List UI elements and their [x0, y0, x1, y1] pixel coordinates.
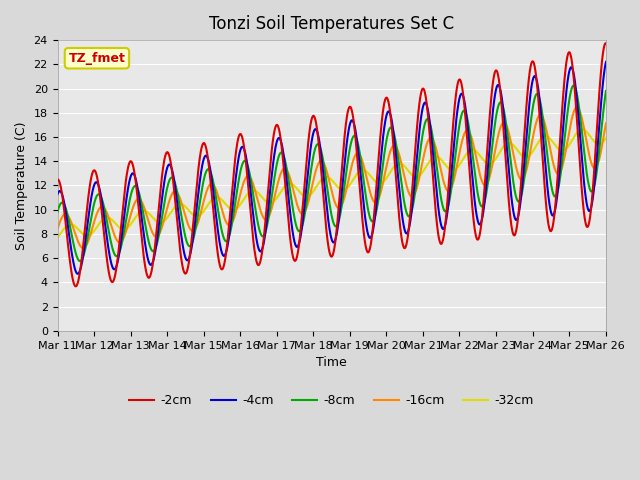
Text: TZ_fmet: TZ_fmet: [68, 52, 125, 65]
-32cm: [631, 135, 639, 141]
Line: -8cm: -8cm: [58, 77, 640, 261]
Legend: -2cm, -4cm, -8cm, -16cm, -32cm: -2cm, -4cm, -8cm, -16cm, -32cm: [124, 389, 539, 412]
-8cm: [324, 190, 332, 196]
-4cm: [574, 106, 582, 112]
-2cm: [324, 240, 332, 246]
Title: Tonzi Soil Temperatures Set C: Tonzi Soil Temperatures Set C: [209, 15, 454, 33]
-16cm: [488, 163, 496, 169]
-2cm: [638, 37, 640, 43]
-2cm: [145, 275, 153, 280]
-4cm: [335, 216, 343, 221]
-16cm: [574, 105, 582, 110]
-32cm: [488, 160, 495, 166]
-4cm: [488, 116, 496, 122]
-2cm: [488, 86, 496, 92]
-16cm: [54, 226, 61, 232]
-2cm: [574, 130, 582, 135]
-4cm: [145, 260, 153, 266]
-8cm: [54, 209, 61, 215]
-2cm: [72, 283, 79, 289]
-32cm: [614, 120, 622, 125]
-16cm: [324, 173, 332, 179]
-4cm: [638, 52, 640, 58]
-16cm: [335, 205, 343, 211]
-16cm: [632, 152, 639, 158]
-8cm: [606, 74, 614, 80]
Line: -16cm: -16cm: [58, 100, 640, 248]
Line: -2cm: -2cm: [58, 40, 640, 286]
-16cm: [638, 115, 640, 121]
-16cm: [79, 245, 87, 251]
-8cm: [488, 144, 496, 150]
-2cm: [54, 177, 61, 182]
-8cm: [145, 241, 153, 247]
-8cm: [574, 96, 582, 102]
-4cm: [74, 271, 81, 276]
-32cm: [324, 174, 332, 180]
-4cm: [54, 191, 61, 197]
-32cm: [335, 185, 342, 191]
-2cm: [636, 37, 640, 43]
-32cm: [145, 211, 153, 216]
-8cm: [335, 217, 343, 223]
-8cm: [632, 146, 639, 152]
-8cm: [638, 83, 640, 88]
-32cm: [638, 129, 640, 135]
-32cm: [54, 235, 61, 240]
-4cm: [324, 215, 332, 220]
-2cm: [631, 96, 639, 102]
Y-axis label: Soil Temperature (C): Soil Temperature (C): [15, 121, 28, 250]
X-axis label: Time: Time: [316, 356, 347, 369]
-32cm: [573, 129, 581, 135]
Line: -4cm: -4cm: [58, 55, 640, 274]
Line: -32cm: -32cm: [58, 122, 640, 238]
-16cm: [145, 221, 153, 227]
-4cm: [631, 128, 639, 133]
-8cm: [76, 258, 84, 264]
-16cm: [609, 97, 617, 103]
-2cm: [335, 201, 343, 207]
